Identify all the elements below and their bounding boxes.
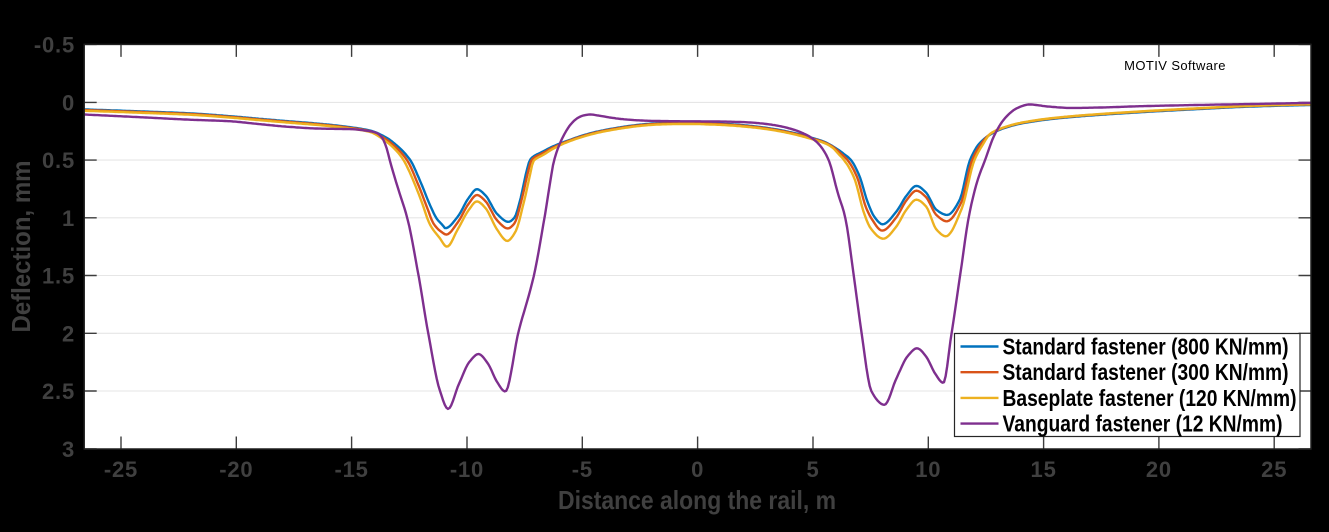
svg-text:-25: -25: [104, 457, 138, 482]
svg-text:3: 3: [62, 437, 75, 462]
svg-text:20: 20: [1146, 457, 1172, 482]
svg-text:-0.5: -0.5: [34, 32, 75, 57]
svg-text:0.5: 0.5: [42, 148, 75, 173]
svg-text:5: 5: [806, 457, 819, 482]
svg-text:0: 0: [62, 90, 75, 115]
svg-text:10: 10: [915, 457, 941, 482]
svg-text:Distance along the rail, m: Distance along the rail, m: [558, 485, 836, 515]
svg-text:15: 15: [1031, 457, 1057, 482]
svg-text:25: 25: [1261, 457, 1287, 482]
svg-text:1.5: 1.5: [42, 264, 75, 289]
svg-text:0: 0: [691, 457, 704, 482]
svg-text:2.5: 2.5: [42, 379, 75, 404]
svg-text:Vanguard fastener (12 KN/mm): Vanguard fastener (12 KN/mm): [1003, 411, 1283, 437]
svg-text:-15: -15: [334, 457, 368, 482]
svg-text:Standard fastener (800 KN/mm): Standard fastener (800 KN/mm): [1003, 334, 1289, 360]
svg-text:-10: -10: [450, 457, 484, 482]
svg-text:MOTIV Software: MOTIV Software: [1124, 58, 1226, 73]
svg-text:Standard fastener (300 KN/mm): Standard fastener (300 KN/mm): [1003, 359, 1289, 385]
svg-text:1: 1: [62, 206, 75, 231]
svg-text:2: 2: [62, 321, 75, 346]
svg-text:Deflection, mm: Deflection, mm: [6, 161, 36, 333]
svg-text:-5: -5: [572, 457, 593, 482]
svg-text:-20: -20: [219, 457, 253, 482]
svg-text:Baseplate fastener (120 KN/mm): Baseplate fastener (120 KN/mm): [1003, 385, 1297, 411]
